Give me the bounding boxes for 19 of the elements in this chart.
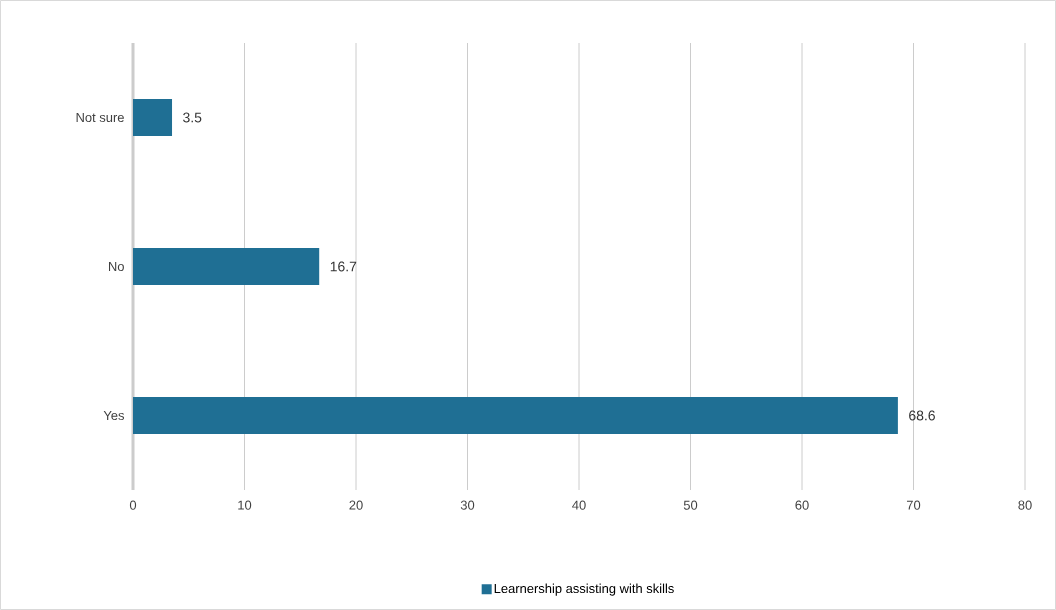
data-label: 68.6 — [909, 410, 935, 421]
y-tick-label: Not sure — [76, 112, 124, 123]
bar — [133, 248, 320, 285]
x-tick-label: 10 — [238, 500, 252, 510]
data-label: 16.7 — [330, 261, 357, 272]
x-tick-label: 80 — [1018, 500, 1032, 510]
x-tick-label: 60 — [795, 500, 809, 510]
x-tick-label: 30 — [460, 500, 475, 510]
x-tick-label: 70 — [906, 500, 921, 510]
bar — [133, 397, 898, 434]
x-tick-label: 0 — [129, 500, 137, 510]
bar — [133, 99, 173, 136]
data-label: 3.5 — [183, 112, 202, 123]
x-tick-label: 20 — [349, 500, 363, 510]
x-tick-label: 40 — [572, 500, 586, 510]
y-tick-label: Yes — [103, 410, 125, 421]
y-tick-label: No — [108, 261, 124, 272]
legend-label: Learnership assisting with skills — [494, 583, 674, 596]
x-tick-label: 50 — [683, 500, 698, 510]
